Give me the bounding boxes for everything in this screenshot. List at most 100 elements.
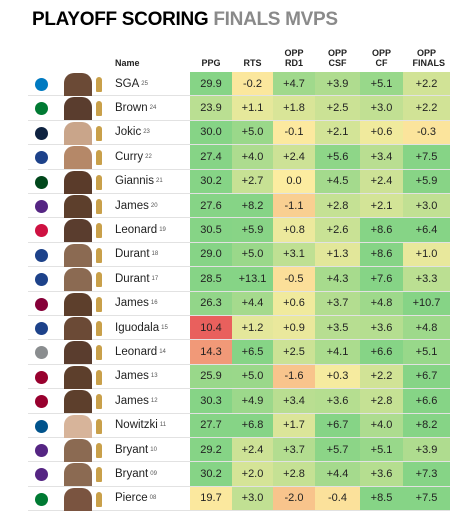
trophy-icon: [96, 345, 102, 361]
team-logo: [35, 102, 48, 116]
stat-cell: +3.6: [360, 316, 403, 340]
stat-cell: +0.6: [273, 291, 315, 315]
stat-cell: +2.0: [232, 462, 273, 486]
stat-cell: +2.4: [360, 169, 403, 193]
stat-cell: +3.4: [273, 389, 315, 413]
season-year: 10: [150, 446, 157, 453]
table-row: SGA 25 29.9 -0.2 +4.7 +3.9 +5.1 +2.2: [28, 72, 450, 97]
stat-cell: +3.0: [403, 194, 450, 218]
header-cell: OPP CSF: [327, 48, 347, 68]
player-name: Bryant 09: [115, 462, 157, 485]
stat-cell: +3.1: [273, 242, 315, 267]
table-row: Brown 24 23.9 +1.1 +1.8 +2.5 +3.0 +2.2: [28, 96, 450, 121]
stat-cell: +7.5: [403, 145, 450, 169]
player-name: Iguodala 15: [115, 316, 168, 339]
trophy-icon: [96, 101, 102, 117]
season-year: 24: [149, 105, 157, 112]
table-row: Leonard 19 30.5 +5.9 +0.8 +2.6 +8.6 +6.4: [28, 218, 450, 243]
trophy-icon: [96, 199, 102, 214]
team-logo: [35, 200, 48, 213]
stat-cell: +2.1: [315, 120, 360, 145]
stat-cell: 27.7: [190, 413, 232, 437]
stat-cell: +1.3: [315, 242, 360, 267]
season-year: 23: [143, 129, 150, 136]
season-year: 20: [150, 202, 158, 209]
stat-cell: 30.5: [190, 218, 232, 242]
header-cell: RTS: [243, 58, 262, 68]
table-row: James 13 25.9 +5.0 -1.6 +0.3 +2.2 +6.7: [28, 364, 450, 390]
trophy-icon: [96, 491, 102, 507]
stat-cell: +6.4: [403, 218, 450, 242]
player-photo: [64, 243, 92, 267]
stat-cell: 30.0: [190, 120, 232, 145]
stat-cell: +8.5: [360, 486, 403, 511]
name-text: Nowitzki: [115, 419, 158, 432]
stat-cell: 19.7: [190, 486, 232, 511]
stat-cell: +4.8: [403, 316, 450, 340]
stat-cell: 14.3: [190, 340, 232, 364]
stat-cell: -0.1: [273, 120, 315, 145]
stat-cell: +4.4: [315, 462, 360, 486]
name-text: James: [115, 394, 149, 407]
stat-cell: +1.1: [232, 96, 273, 120]
player-name: Giannis 21: [115, 170, 163, 193]
stat-cell: 29.9: [190, 72, 232, 96]
title-sub: FINALS MVPS: [213, 9, 338, 30]
trophy-icon: [96, 77, 102, 92]
stat-cell: +5.9: [403, 169, 450, 193]
trophy-icon: [96, 369, 102, 385]
team-logo: [35, 248, 48, 262]
stat-cell: +6.6: [360, 340, 403, 364]
stat-cell: +1.2: [232, 316, 273, 340]
player-photo: [64, 365, 92, 389]
season-year: 12: [150, 397, 158, 404]
stat-cell: +2.2: [360, 364, 403, 389]
stat-cell: 30.2: [190, 169, 232, 193]
header-cell: OPP FINALS: [412, 48, 446, 68]
stat-cell: +3.7: [273, 438, 315, 462]
player-name: Leonard 14: [115, 340, 166, 363]
table-row: James 20 27.6 +8.2 -1.1 +2.8 +2.1 +3.0: [28, 194, 450, 219]
table-row: Pierce 08 19.7 +3.0 -2.0 -0.4 +8.5 +7.5: [28, 486, 450, 512]
trophy-icon: [96, 321, 102, 336]
header-cell: PPG: [201, 58, 221, 68]
stat-cell: +2.4: [232, 438, 273, 462]
name-text: James: [115, 199, 149, 212]
stat-cell: +5.1: [403, 340, 450, 364]
season-year: 17: [151, 275, 159, 282]
stat-cell: 10.4: [190, 316, 232, 340]
stat-cell: +2.4: [273, 145, 315, 169]
stat-cell: +8.6: [360, 242, 403, 267]
trophy-icon: [96, 296, 102, 312]
stat-cell: 0.0: [273, 169, 315, 193]
player-name: Bryant 10: [115, 438, 157, 461]
table-row: James 12 30.3 +4.9 +3.4 +3.6 +2.8 +6.6: [28, 389, 450, 414]
stat-cell: +3.4: [360, 145, 403, 169]
stat-cell: +4.8: [360, 291, 403, 315]
stat-cell: +3.6: [360, 462, 403, 486]
name-text: Bryant: [115, 468, 149, 481]
stat-cell: -0.5: [273, 267, 315, 291]
season-year: 13: [150, 373, 158, 380]
stat-cell: +7.3: [403, 462, 450, 486]
trophy-icon: [96, 272, 102, 288]
stat-cell: +3.6: [315, 389, 360, 413]
trophy-icon: [96, 467, 102, 483]
table-row: James 16 26.3 +4.4 +0.6 +3.7 +4.8 +10.7: [28, 291, 450, 316]
player-photo: [64, 73, 92, 96]
season-year: 11: [159, 422, 167, 429]
stat-cell: 29.2: [190, 438, 232, 462]
season-year: 16: [150, 300, 158, 307]
season-year: 19: [159, 227, 166, 234]
stat-cell: +2.5: [315, 96, 360, 120]
header-cell: OPP RD1: [284, 48, 304, 68]
team-logo: [35, 322, 48, 335]
table-row: Iguodala 15 10.4 +1.2 +0.9 +3.5 +3.6 +4.8: [28, 316, 450, 341]
stat-cell: +3.9: [403, 438, 450, 462]
stat-cell: +5.0: [232, 120, 273, 145]
player-photo: [64, 317, 92, 340]
stat-cell: +5.1: [360, 438, 403, 462]
trophy-icon: [96, 174, 102, 190]
stat-cell: +2.6: [315, 218, 360, 242]
